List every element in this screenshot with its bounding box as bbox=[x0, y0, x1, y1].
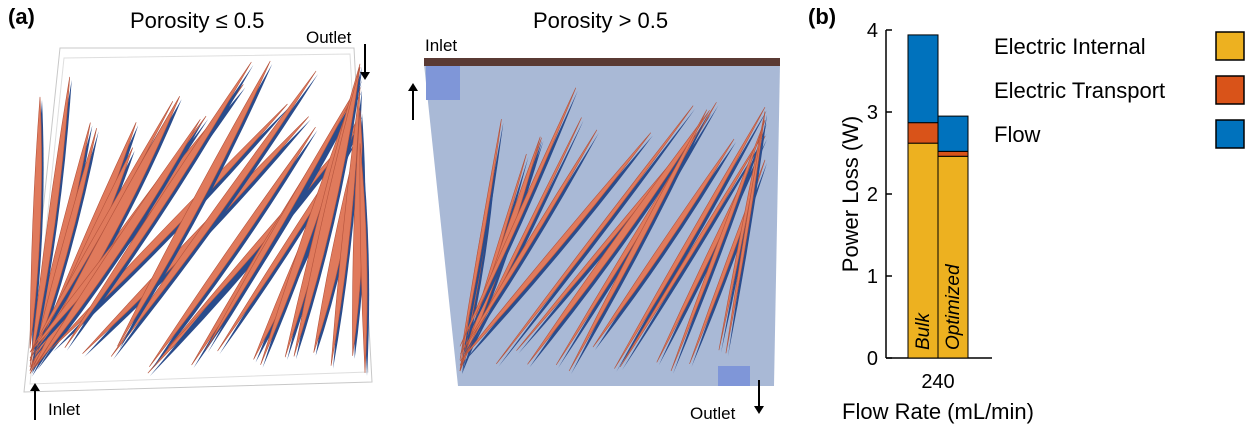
streak bbox=[64, 61, 252, 348]
bar-segment-electric-transport-optimized bbox=[937, 150, 969, 157]
streak bbox=[460, 129, 598, 355]
left-inlet-label: Inlet bbox=[48, 400, 81, 419]
streak bbox=[670, 120, 766, 372]
streak bbox=[110, 70, 317, 357]
streak bbox=[527, 110, 710, 365]
left-outlet-arrow-icon bbox=[360, 44, 370, 80]
bar-segment-electric-internal-optimized bbox=[937, 155, 969, 359]
streak bbox=[29, 76, 71, 368]
right-inlet-arrow-icon bbox=[408, 83, 418, 120]
right-box-top-edge bbox=[424, 58, 780, 66]
streak-shadow bbox=[727, 114, 767, 357]
left-porosity-render bbox=[23, 47, 373, 393]
right-inlet-port bbox=[426, 66, 460, 100]
streak bbox=[117, 60, 271, 347]
y-tick-label: 0 bbox=[867, 348, 878, 370]
streak bbox=[293, 67, 361, 357]
chart-legend: Electric Internal Electric Transport Flow bbox=[994, 31, 1245, 149]
bar-segment-flow-bulk bbox=[907, 34, 939, 124]
bar-segment-electric-transport-bulk bbox=[907, 122, 939, 144]
streak bbox=[29, 96, 42, 349]
right-outlet-label: Outlet bbox=[690, 404, 736, 423]
streak bbox=[149, 126, 316, 368]
streak bbox=[725, 111, 766, 354]
streak bbox=[459, 132, 652, 362]
streak bbox=[359, 143, 368, 373]
streak bbox=[718, 111, 766, 351]
x-tick-label: 240 bbox=[921, 371, 954, 393]
panel-b-label: (b) bbox=[808, 4, 837, 29]
streak bbox=[592, 138, 735, 348]
streak bbox=[459, 87, 577, 347]
right-render-title: Porosity > 0.5 bbox=[533, 8, 669, 33]
right-streak-group bbox=[459, 87, 767, 375]
streak bbox=[459, 119, 502, 360]
legend-entry-label: Flow bbox=[994, 122, 1041, 147]
streak bbox=[614, 106, 766, 369]
streak-shadow bbox=[622, 133, 767, 371]
streak bbox=[568, 109, 708, 372]
right-inlet-label: Inlet bbox=[425, 36, 458, 55]
legend-swatch bbox=[1215, 75, 1245, 105]
y-axis-label: Power Loss (W) bbox=[838, 116, 863, 272]
streak bbox=[29, 101, 174, 353]
bar-category-label: Optimized bbox=[943, 263, 964, 350]
bar-group: Bulk Optimized bbox=[907, 34, 969, 359]
right-outlet-arrow-icon bbox=[754, 380, 764, 414]
right-porosity-render bbox=[424, 58, 780, 386]
y-tick-label: 1 bbox=[867, 266, 878, 288]
x-axis-label: Flow Rate (mL/min) bbox=[842, 399, 1034, 424]
y-tick-label: 3 bbox=[867, 102, 878, 124]
left-streak-group bbox=[29, 60, 370, 377]
power-loss-chart: 0 1 2 3 4 Bulk Optimized 240 Flow Rate (mL/mi… bbox=[838, 20, 1245, 424]
streak bbox=[330, 87, 361, 366]
left-render-title: Porosity ≤ 0.5 bbox=[130, 8, 265, 33]
panel-a-label: (a) bbox=[8, 4, 35, 29]
legend-swatch bbox=[1215, 119, 1245, 149]
legend-entry-label: Electric Transport bbox=[994, 78, 1165, 103]
right-outlet-port bbox=[718, 366, 750, 386]
legend-entry-label: Electric Internal bbox=[994, 34, 1146, 59]
streak bbox=[496, 105, 694, 365]
left-inlet-arrow-icon bbox=[30, 383, 40, 420]
streak bbox=[619, 130, 766, 368]
streak bbox=[29, 128, 97, 371]
streak-shadow bbox=[498, 108, 696, 367]
y-tick-label: 4 bbox=[867, 20, 878, 42]
y-tick-label: 2 bbox=[867, 184, 878, 206]
streak bbox=[35, 119, 201, 367]
y-tick-group: 0 1 2 3 4 bbox=[867, 20, 892, 370]
bar-category-label: Bulk bbox=[913, 312, 934, 350]
bar-segment-flow-optimized bbox=[937, 115, 969, 152]
left-outlet-label: Outlet bbox=[306, 28, 352, 47]
legend-swatch bbox=[1215, 31, 1245, 61]
